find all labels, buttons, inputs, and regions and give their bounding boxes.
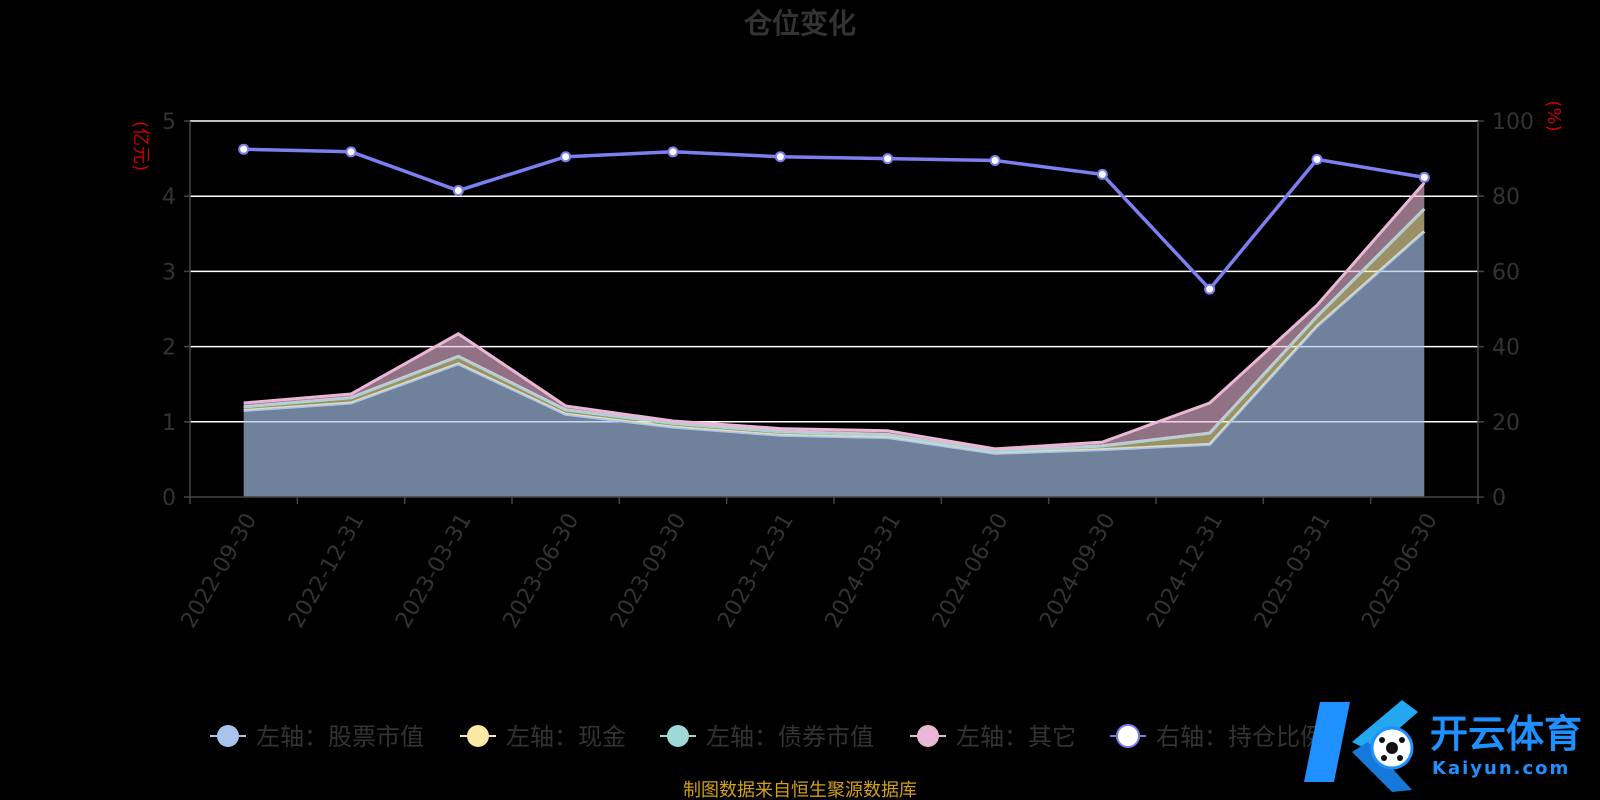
right-tick-label-1: 20 <box>1492 411 1520 436</box>
legend-marker-3 <box>917 725 939 747</box>
right-tick-label-4: 80 <box>1492 185 1520 210</box>
x-tick-label-7: 2024-06-30 <box>928 509 1014 632</box>
legend: 左轴：股票市值 左轴：现金 左轴：债券市值 左轴：其它 右轴：持仓比例 <box>210 723 1324 751</box>
right-tick-label-5: 100 <box>1492 110 1534 135</box>
x-tick-label-1: 2022-12-31 <box>284 509 370 632</box>
legend-label-4: 右轴：持仓比例 <box>1156 723 1324 751</box>
ratio-point-5 <box>774 151 786 163</box>
legend-label-3: 左轴：其它 <box>956 723 1076 751</box>
x-tick-label-2: 2023-03-31 <box>391 509 477 632</box>
legend-marker-4 <box>1116 724 1140 748</box>
right-axis-name: (%) <box>1543 100 1564 131</box>
left-axis-name: (亿元) <box>130 121 151 171</box>
ratio-point-6 <box>882 153 894 165</box>
watermark-domain: Kaiyun.com <box>1432 758 1570 779</box>
left-tick-label-4: 4 <box>162 185 176 210</box>
ratio-line <box>243 147 1425 292</box>
watermark-brand: 开云体育 <box>1430 712 1582 756</box>
area-layer <box>243 181 1426 497</box>
left-tick-label-2: 2 <box>162 336 176 361</box>
legend-marker-0 <box>217 725 239 747</box>
chart-title: 仓位变化 <box>744 7 856 40</box>
ratio-point-7 <box>989 154 1001 166</box>
x-tick-label-11: 2025-06-30 <box>1357 509 1443 632</box>
x-tick-label-6: 2024-03-31 <box>821 509 907 632</box>
left-tick-label-5: 5 <box>162 110 176 135</box>
source-note: 制图数据来自恒生聚源数据库 <box>683 780 917 800</box>
legend-label-2: 左轴：债券市值 <box>706 723 874 751</box>
ratio-line-layer <box>238 143 1430 295</box>
left-tick-label-1: 1 <box>162 411 176 436</box>
legend-label-0: 左轴：股票市值 <box>256 723 424 751</box>
ratio-point-9 <box>1204 283 1216 295</box>
kaiyun-k-logo-icon <box>1304 700 1418 792</box>
legend-marker-2 <box>667 725 689 747</box>
x-tick-label-9: 2024-12-31 <box>1143 509 1229 632</box>
kaiyun-watermark-logo: 开云体育 Kaiyun.com <box>1304 700 1582 792</box>
ratio-point-10 <box>1311 153 1323 165</box>
ratio-point-4 <box>667 146 679 158</box>
ratio-point-3 <box>560 151 572 163</box>
x-tick-label-5: 2023-12-31 <box>713 509 799 632</box>
right-tick-label-2: 40 <box>1492 336 1520 361</box>
ratio-point-2 <box>452 185 464 197</box>
ratio-point-8 <box>1096 168 1108 180</box>
area-series-0 <box>243 231 1425 497</box>
x-tick-label-10: 2025-03-31 <box>1250 509 1336 632</box>
ratio-point-11 <box>1418 171 1430 183</box>
ratio-point-1 <box>345 146 357 158</box>
x-tick-label-0: 2022-09-30 <box>177 509 263 632</box>
legend-label-1: 左轴：现金 <box>506 723 626 751</box>
area-edge-series-3 <box>243 181 1426 451</box>
ratio-point-0 <box>238 143 250 155</box>
right-tick-label-0: 0 <box>1492 486 1506 511</box>
left-tick-label-0: 0 <box>162 486 176 511</box>
x-tick-label-4: 2023-09-30 <box>606 509 692 632</box>
left-tick-label-3: 3 <box>162 260 176 285</box>
x-tick-label-3: 2023-06-30 <box>499 509 585 632</box>
x-tick-label-8: 2024-09-30 <box>1035 509 1121 632</box>
right-tick-label-3: 60 <box>1492 260 1520 285</box>
legend-marker-1 <box>467 725 489 747</box>
